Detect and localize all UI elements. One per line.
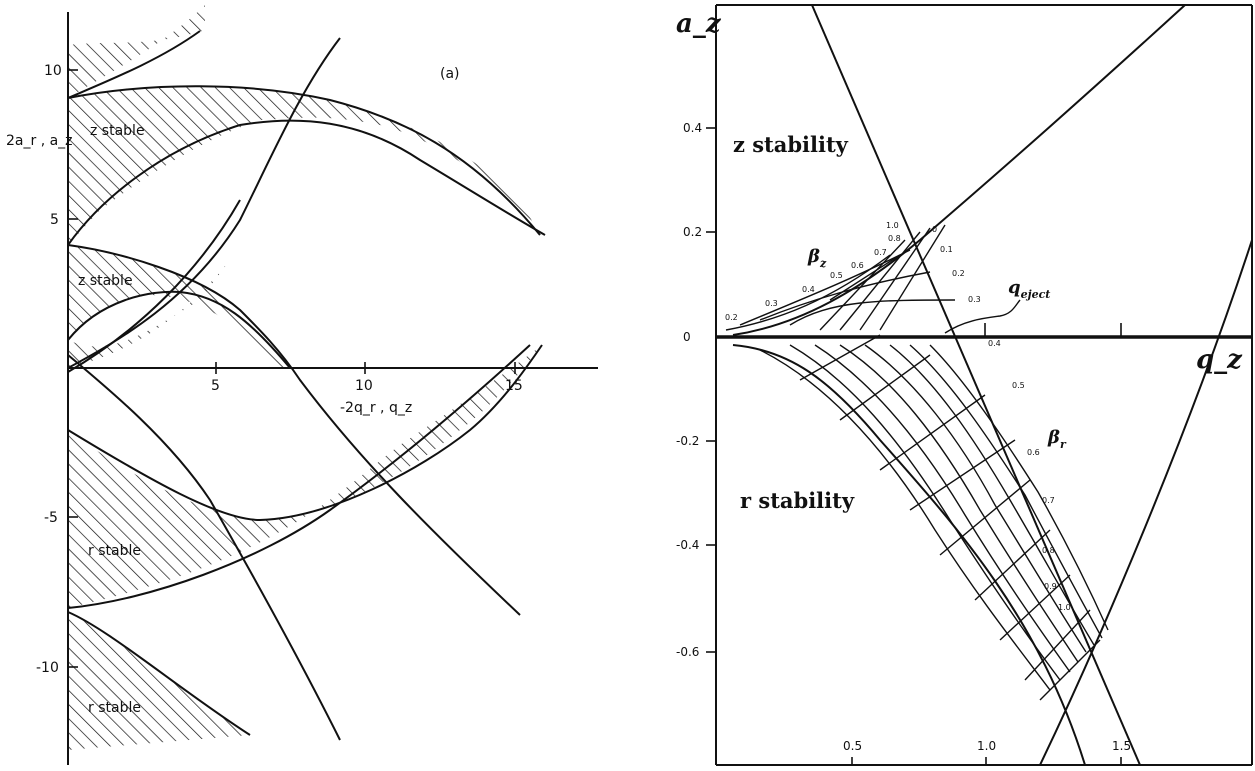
beta-z-label: βz bbox=[807, 246, 827, 270]
r-stability-label: r stability bbox=[740, 488, 855, 513]
beta-r-label: βr bbox=[1047, 427, 1067, 451]
left-y-tick-minus5: -5 bbox=[44, 510, 58, 526]
right-y-tick-minus0.4: -0.4 bbox=[676, 538, 699, 552]
right-y-axis-label: a_z bbox=[676, 9, 722, 39]
beta-z-left-0.4: 0.4 bbox=[802, 285, 815, 294]
right-y-tick-minus0.2: -0.2 bbox=[676, 434, 699, 448]
beta-z-value-1.0: 1.0 bbox=[886, 221, 899, 230]
left-x-tick-10: 10 bbox=[355, 378, 373, 394]
right-panel: a_z q_z 0.4 0.2 0 -0.2 -0.4 -0.6 0.5 1.0… bbox=[676, 4, 1253, 766]
beta-z-left-0.2: 0.2 bbox=[725, 313, 738, 322]
left-y-tick-10: 10 bbox=[44, 63, 62, 79]
beta-r-value-0.8: 0.8 bbox=[1042, 546, 1055, 555]
hatch-region-z-stable-upper bbox=[68, 86, 540, 245]
hatch-region-small-cross bbox=[68, 260, 230, 368]
beta-z-value-0.7: 0.7 bbox=[874, 248, 887, 257]
right-x-tick-1.0: 1.0 bbox=[977, 739, 996, 753]
beta-r-value-1.0: 1.0 bbox=[1058, 603, 1071, 612]
beta-z-left-0.3: 0.3 bbox=[765, 299, 778, 308]
beta-z-value-0.3: 0.3 bbox=[968, 295, 981, 304]
beta-r-value-0.5: 0.5 bbox=[1012, 381, 1025, 390]
region-label-r-stable-1: r stable bbox=[88, 543, 141, 559]
z-stability-label: z stability bbox=[733, 132, 849, 157]
left-y-tick-5: 5 bbox=[50, 212, 59, 228]
right-y-tick-0: 0 bbox=[683, 330, 691, 344]
beta-z-value-0.8: 0.8 bbox=[888, 234, 901, 243]
beta-z-value-0: 0 bbox=[932, 225, 937, 234]
left-y-axis-label: 2a_r , a_z bbox=[6, 133, 73, 149]
right-x-tick-1.5: 1.5 bbox=[1112, 739, 1131, 753]
hatch-region-r-stable-lower bbox=[68, 612, 250, 750]
beta-r-value-0.6: 0.6 bbox=[1027, 448, 1040, 457]
right-y-tick-0.4: 0.4 bbox=[683, 121, 702, 135]
beta-z-value-0.2: 0.2 bbox=[952, 269, 965, 278]
beta-r-value-0.7: 0.7 bbox=[1042, 496, 1055, 505]
beta-z-left-0.5: 0.5 bbox=[830, 271, 843, 280]
hatch-region-z-stable-lower bbox=[68, 245, 290, 368]
q-eject-label: qeject bbox=[1008, 277, 1050, 301]
panel-label: (a) bbox=[440, 66, 460, 82]
left-x-axis-label: -2q_r , q_z bbox=[340, 400, 412, 416]
hatch-region-top bbox=[68, 5, 205, 98]
left-y-tick-minus10: -10 bbox=[36, 660, 59, 676]
right-x-axis-label: q_z bbox=[1196, 345, 1243, 375]
left-x-tick-5: 5 bbox=[211, 378, 220, 394]
beta-r-value-0.4: 0.4 bbox=[988, 339, 1001, 348]
beta-r-value-0.9: 0.9 bbox=[1044, 582, 1057, 591]
beta-z-value-0.1: 0.1 bbox=[940, 245, 953, 254]
right-x-tick-0.5: 0.5 bbox=[843, 739, 862, 753]
hatch-region-r-stable-upper bbox=[68, 345, 542, 608]
region-label-z-stable-2: z stable bbox=[78, 273, 133, 289]
right-y-tick-0.2: 0.2 bbox=[683, 225, 702, 239]
beta-z-value-0.6: 0.6 bbox=[851, 261, 864, 270]
region-label-z-stable-1: z stable bbox=[90, 123, 145, 139]
right-y-tick-minus0.6: -0.6 bbox=[676, 645, 699, 659]
region-label-r-stable-2: r stable bbox=[88, 700, 141, 716]
left-x-tick-15: 15 bbox=[505, 378, 523, 394]
left-panel: (a) 2a_r , a_z -2q_r , q_z 10 5 -5 -10 5… bbox=[6, 5, 598, 765]
